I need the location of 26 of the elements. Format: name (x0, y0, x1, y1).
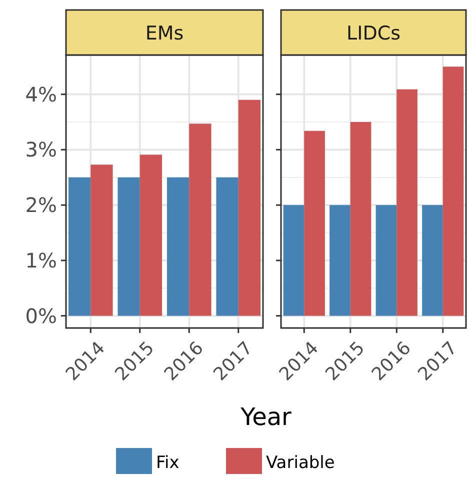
y-tick-label: 4% (25, 82, 57, 106)
bar (330, 205, 350, 316)
bar (238, 100, 261, 316)
bar (304, 130, 325, 316)
bar (140, 154, 162, 316)
bar (166, 177, 190, 316)
bar (442, 66, 464, 316)
chart-title: LIDCs (346, 22, 400, 44)
bar (422, 205, 443, 316)
y-tick-label: 0% (25, 304, 57, 328)
bar (376, 205, 397, 316)
bar (189, 124, 212, 316)
bar (283, 205, 304, 316)
bar (90, 164, 113, 316)
y-tick-label: 2% (25, 193, 57, 218)
x-axis-title: Year (240, 403, 292, 431)
bar (216, 177, 238, 316)
y-tick-label: 3% (25, 138, 57, 162)
y-tick-label: 1% (25, 248, 57, 272)
legend-label: Fix (156, 453, 180, 473)
chart-title: EMs (145, 22, 184, 44)
bar (350, 122, 372, 316)
bar (118, 177, 140, 316)
bar (68, 177, 91, 316)
legend-label: Variable (266, 453, 335, 473)
bar (396, 89, 418, 316)
